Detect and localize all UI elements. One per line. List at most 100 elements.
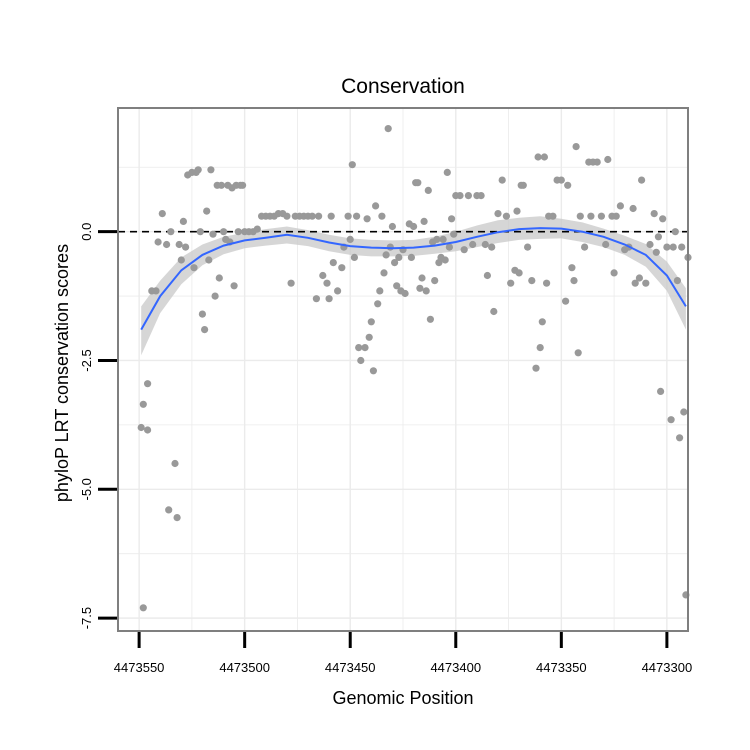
y-tick-label: -7.5: [79, 607, 94, 629]
data-point: [515, 269, 523, 277]
x-tick-label: 4473350: [536, 660, 587, 675]
data-point: [315, 212, 323, 220]
data-point: [198, 310, 206, 318]
data-point: [543, 279, 551, 287]
data-point: [346, 235, 354, 243]
data-point: [597, 212, 606, 220]
data-point: [481, 240, 489, 249]
x-axis: 4473550 4473500 4473450 4473400 4473350 44733…: [114, 632, 692, 675]
data-point: [179, 217, 187, 225]
data-point: [469, 240, 477, 249]
data-point: [182, 243, 190, 251]
data-point: [680, 408, 688, 416]
y-tick-label: -2.5: [79, 349, 94, 371]
data-point: [610, 269, 618, 277]
data-point: [528, 277, 536, 285]
data-point: [378, 212, 386, 220]
data-point: [365, 333, 373, 341]
data-point: [572, 143, 580, 151]
data-point: [581, 243, 589, 251]
data-point: [460, 246, 468, 254]
data-point: [629, 204, 637, 213]
data-point: [319, 271, 327, 280]
data-point: [205, 256, 213, 264]
data-point: [139, 604, 147, 612]
data-point: [483, 271, 491, 280]
data-point: [557, 176, 565, 184]
data-point: [638, 176, 646, 184]
smooth-line: [140, 227, 687, 331]
data-point: [431, 277, 439, 285]
data-point: [456, 192, 464, 200]
data-point: [201, 326, 209, 334]
data-point: [215, 274, 223, 282]
data-point: [549, 212, 557, 220]
data-point: [424, 186, 432, 194]
data-point: [587, 212, 595, 220]
data-point: [144, 426, 152, 434]
data-point: [144, 380, 152, 388]
data-point: [190, 264, 198, 272]
data-point: [388, 222, 396, 231]
smooth-curve: [140, 227, 687, 331]
data-point: [671, 228, 679, 236]
data-point: [327, 212, 335, 220]
confidence-band: [141, 216, 686, 356]
data-point: [323, 279, 331, 287]
data-points: [137, 125, 692, 612]
data-point: [334, 287, 342, 295]
data-point: [519, 181, 527, 189]
data-point: [380, 269, 388, 277]
y-axis: -7.5 -5.0 -2.5 0.0: [79, 223, 117, 629]
data-point: [382, 251, 390, 259]
data-point: [220, 228, 228, 236]
data-point: [448, 215, 456, 223]
data-point: [593, 158, 601, 166]
data-point: [175, 240, 183, 249]
y-axis-title: phyloP LRT conservation scores: [52, 244, 72, 502]
data-point: [574, 349, 582, 357]
data-point: [502, 212, 510, 220]
confidence-band-area: [141, 216, 686, 356]
data-point: [158, 210, 166, 218]
data-point: [654, 233, 663, 241]
data-point: [538, 318, 546, 326]
data-point: [374, 300, 382, 308]
data-point: [494, 210, 502, 218]
data-point: [576, 212, 584, 220]
data-point: [348, 161, 356, 169]
data-point: [207, 166, 215, 174]
data-point: [312, 295, 320, 303]
data-point: [604, 155, 612, 164]
data-point: [194, 166, 202, 174]
data-point: [513, 207, 521, 215]
data-point: [414, 179, 422, 187]
chart-title: Conservation: [341, 75, 465, 98]
data-point: [163, 240, 171, 249]
data-point: [418, 274, 426, 282]
data-point: [367, 318, 375, 326]
data-point: [464, 192, 472, 200]
data-point: [363, 215, 371, 223]
data-point: [507, 279, 515, 287]
data-point: [678, 243, 686, 251]
data-point: [426, 315, 434, 323]
data-point: [139, 400, 147, 408]
data-point: [361, 344, 369, 352]
data-point: [631, 279, 639, 287]
data-point: [602, 240, 610, 249]
data-point: [445, 243, 453, 251]
data-point: [635, 274, 644, 282]
data-point: [524, 243, 532, 251]
data-point: [420, 217, 428, 225]
data-point: [673, 277, 682, 285]
data-point: [570, 277, 578, 285]
x-tick-label: 4473300: [642, 660, 693, 675]
data-point: [384, 125, 392, 133]
data-point: [642, 279, 650, 287]
data-point: [217, 181, 225, 189]
data-point: [477, 192, 485, 200]
data-point: [401, 289, 409, 298]
grid-lines: [118, 108, 688, 631]
